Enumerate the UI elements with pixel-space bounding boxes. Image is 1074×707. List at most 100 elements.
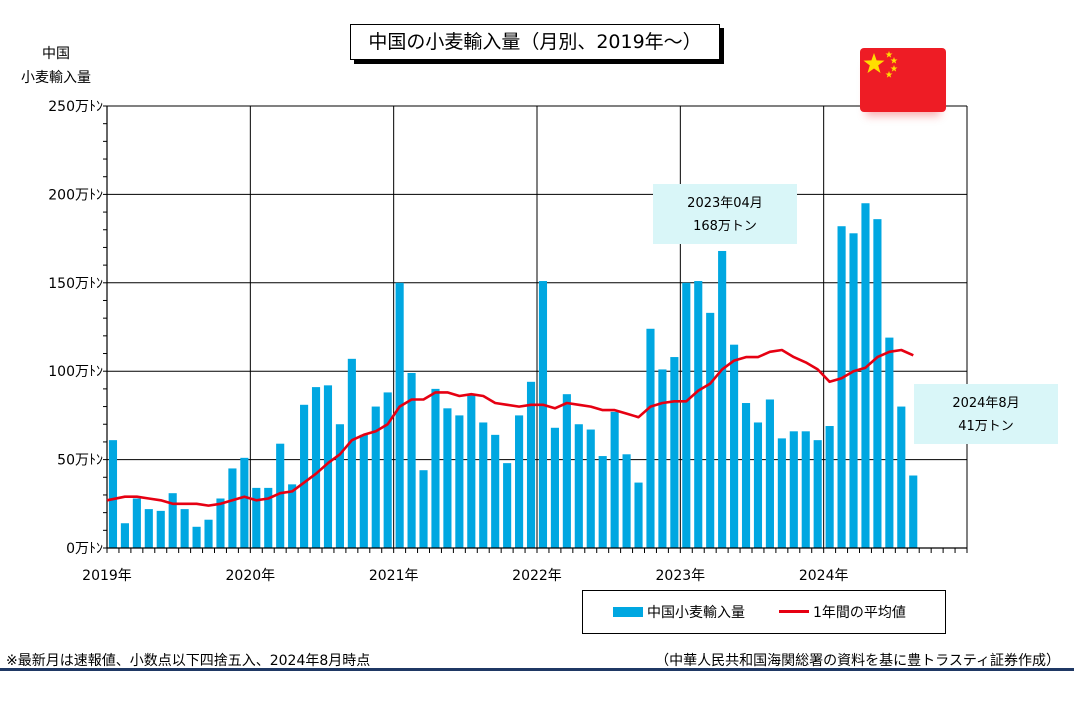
bar	[120, 523, 129, 548]
bar	[431, 388, 440, 548]
bar	[276, 443, 285, 548]
x-tick-label: 2024年	[799, 568, 849, 584]
x-tick-label: 2022年	[512, 568, 562, 584]
bar	[598, 456, 607, 548]
bar	[550, 427, 559, 548]
bar	[419, 470, 428, 548]
bar	[849, 233, 858, 548]
bar	[503, 463, 512, 548]
source-note: （中華人民共和国海関総署の資料を基に豊トラスティ証券作成）	[655, 653, 1060, 669]
bar	[646, 328, 655, 548]
bar	[359, 434, 368, 548]
bottom-rule	[0, 668, 1074, 671]
annotation-date: 2023年04月	[687, 196, 763, 211]
bar	[395, 282, 404, 548]
bar	[264, 487, 273, 548]
bar	[335, 424, 344, 548]
bar	[789, 431, 798, 548]
bar	[515, 415, 524, 548]
bar	[897, 406, 906, 548]
footnote: ※最新月は速報値、小数点以下四捨五入、2024年8月時点	[6, 653, 371, 669]
bar	[180, 509, 189, 548]
bar	[491, 434, 500, 548]
bar	[144, 509, 153, 548]
bar	[407, 372, 416, 548]
legend-label-bar: 中国小麦輸入量	[647, 605, 745, 621]
bar	[371, 406, 380, 548]
bar	[228, 468, 237, 548]
bar	[718, 250, 727, 548]
bar	[873, 219, 882, 549]
legend-swatch-bar	[613, 607, 643, 617]
bar	[909, 475, 918, 548]
x-tick-label: 2020年	[226, 568, 276, 584]
bar	[479, 422, 488, 548]
bar	[455, 415, 464, 548]
bar	[156, 510, 165, 548]
bar	[252, 487, 261, 548]
bar	[610, 411, 619, 548]
bar	[741, 403, 751, 548]
china-flag-icon	[860, 48, 946, 112]
y-tick-label: 150万ﾄﾝ	[48, 276, 103, 292]
bar	[730, 344, 739, 548]
bar	[574, 424, 583, 548]
bar	[132, 498, 141, 548]
flag-small-star	[885, 51, 893, 58]
bar	[526, 381, 536, 548]
y-tick-label: 250万ﾄﾝ	[48, 99, 103, 115]
flag-small-star	[885, 71, 893, 78]
legend-label-line: 1年間の平均値	[813, 605, 906, 621]
flag-small-star	[890, 57, 898, 64]
tick-labels: 0万ﾄﾝ 50万ﾄﾝ 100万ﾄﾝ 150万ﾄﾝ 200万ﾄﾝ 250万ﾄﾝ 2019年 20…	[48, 99, 848, 584]
bar	[192, 526, 201, 548]
x-tick-label: 2023年	[656, 568, 706, 584]
bar	[694, 281, 703, 548]
bar	[562, 394, 571, 548]
bar	[622, 454, 631, 548]
bar	[443, 408, 452, 548]
legend-swatch-line	[779, 610, 809, 613]
bar	[311, 387, 321, 548]
bar-series	[108, 203, 918, 549]
bar	[586, 429, 595, 548]
bar	[801, 431, 810, 548]
average-line	[106, 348, 914, 507]
annotation-value: 168万トン	[693, 219, 757, 234]
bar	[765, 399, 774, 548]
chart-title: 中国の小麦輸入量（月別、2019年～）	[350, 24, 720, 60]
bar	[777, 438, 786, 548]
bar	[885, 337, 894, 548]
x-tick-label: 2021年	[369, 568, 419, 584]
y-tick-label: 100万ﾄﾝ	[48, 364, 103, 380]
bar	[300, 404, 309, 548]
annotation-value: 41万トン	[958, 419, 1014, 434]
bar	[216, 498, 225, 548]
y-tick-label: 0万ﾄﾝ	[66, 541, 103, 557]
flag-small-star	[890, 65, 898, 72]
bar	[861, 203, 870, 549]
bar	[825, 426, 834, 548]
x-tick-label: 2019年	[82, 568, 132, 584]
y-axis-label-line2: 小麦輸入量	[21, 70, 91, 86]
y-tick-label: 200万ﾄﾝ	[48, 187, 103, 203]
flag-big-star	[863, 53, 885, 73]
bar	[837, 226, 846, 548]
bar	[670, 357, 679, 548]
bar	[108, 440, 118, 548]
annotation-peak-2023-04: 2023年04月 168万トン	[653, 184, 797, 244]
annotation-latest-2024-08: 2024年8月 41万トン	[914, 384, 1058, 444]
bar	[168, 493, 177, 548]
bar	[204, 519, 213, 548]
y-axis-unit-label: 中国 小麦輸入量	[8, 42, 104, 90]
average-line-series	[106, 348, 914, 507]
bar	[753, 422, 763, 548]
annotation-date: 2024年8月	[952, 396, 1020, 411]
y-axis-label-line1: 中国	[42, 46, 70, 62]
legend: 中国小麦輸入量 1年間の平均値	[582, 590, 946, 634]
axes	[103, 105, 968, 553]
bar	[323, 385, 333, 548]
bar	[240, 457, 249, 548]
bar	[347, 358, 356, 548]
